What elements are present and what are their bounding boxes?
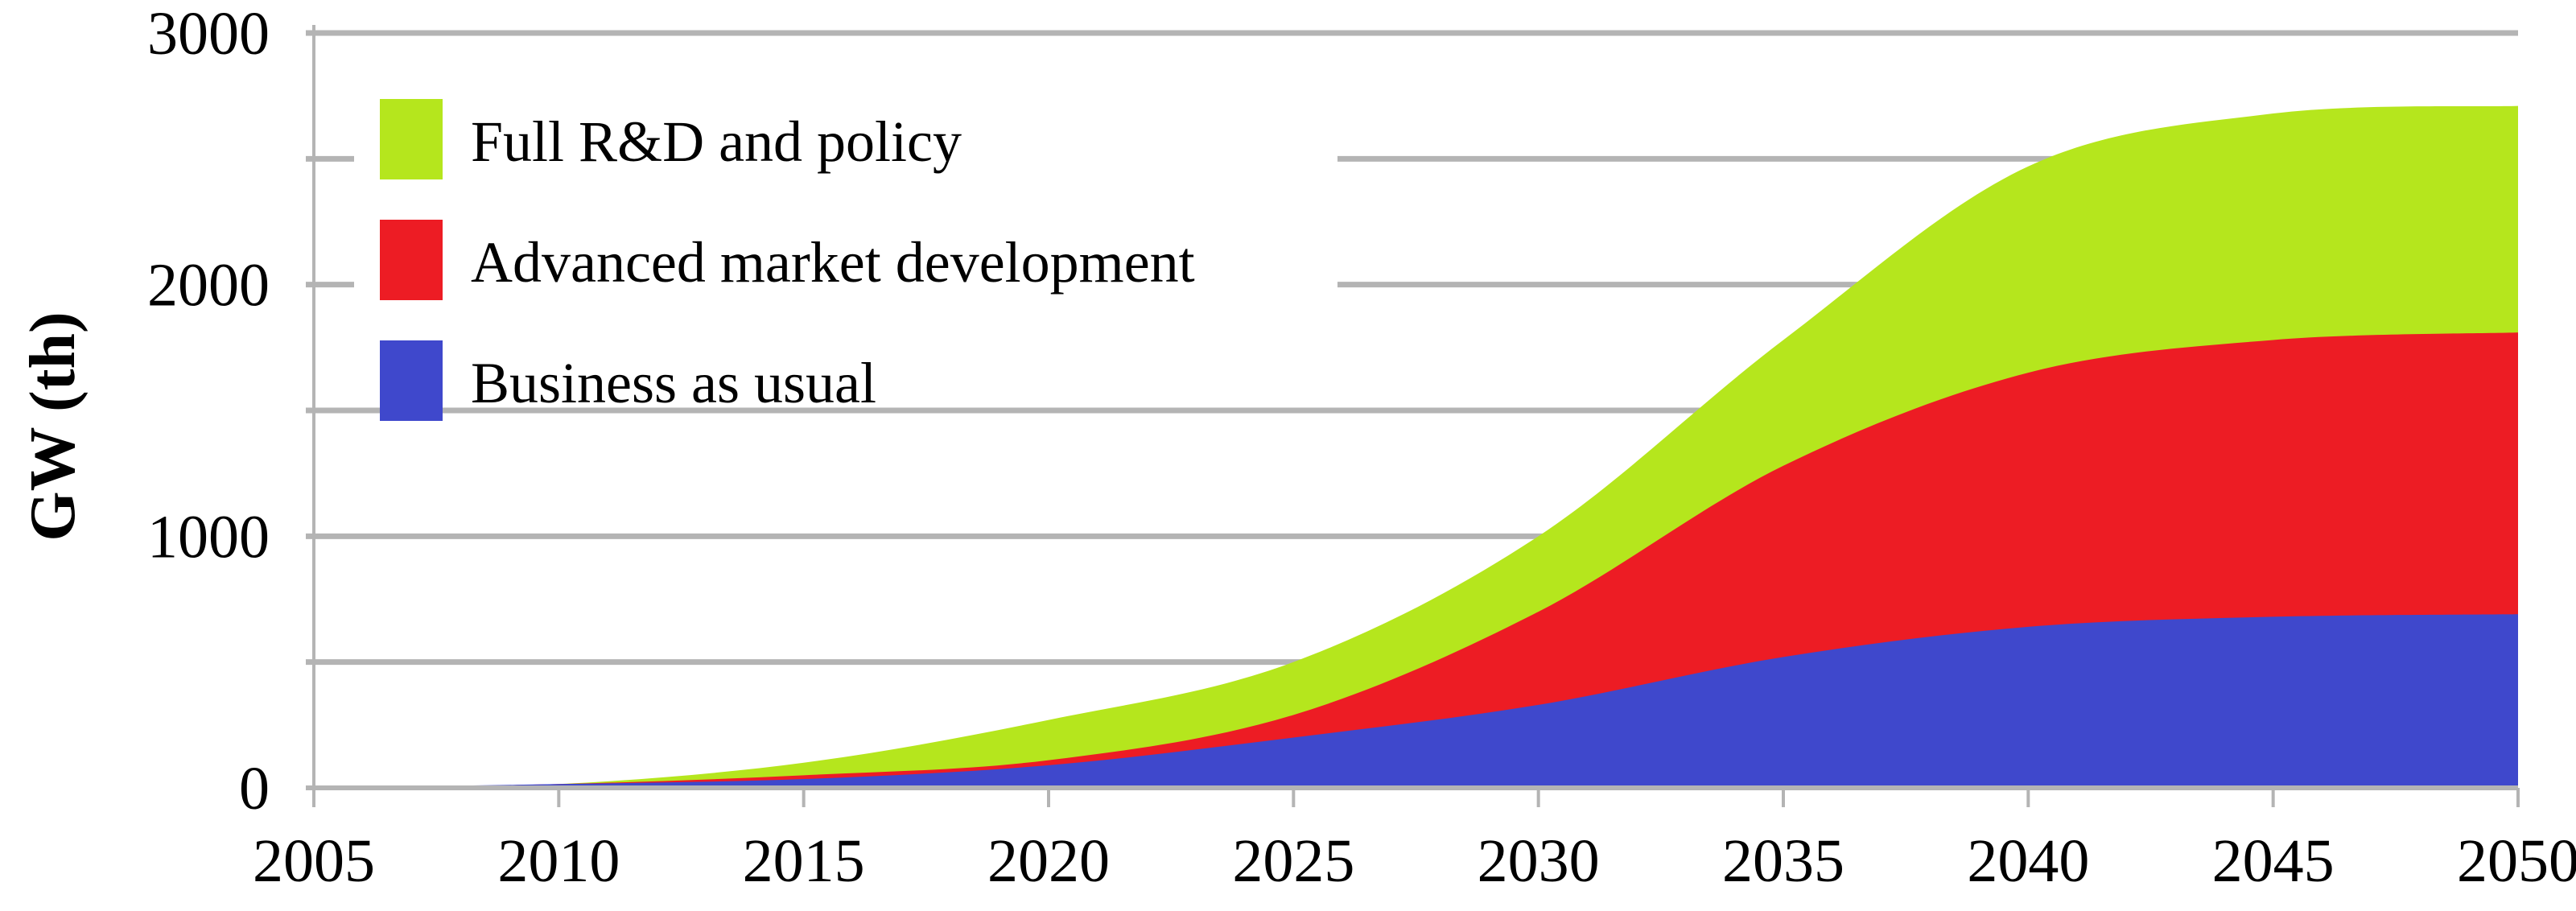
- x-tick-labels: 2005 2010 2015 2020 2025 2030 2035 2040 2045 2050: [253, 827, 2576, 895]
- legend-swatch: [380, 220, 443, 300]
- area-business-as-usual: [314, 614, 2518, 788]
- x-tick-label: 2030: [1478, 827, 1600, 895]
- x-tick-label: 2050: [2457, 827, 2576, 895]
- legend-swatch: [380, 99, 443, 179]
- y-tick-label: 0: [239, 755, 270, 822]
- y-tick-label: 3000: [147, 0, 270, 68]
- x-tick-label: 2025: [1232, 827, 1354, 895]
- y-axis-label: GW (th): [18, 311, 89, 541]
- axes: [306, 25, 2520, 807]
- y-tick-labels: 0 1000 2000 3000: [147, 0, 270, 822]
- x-tick-label: 2040: [1967, 827, 2089, 895]
- legend-background: [354, 80, 1337, 346]
- legend-label: Full R&D and policy: [471, 109, 962, 174]
- x-tick-label: 2020: [987, 827, 1110, 895]
- legend: Full R&D and policy Advanced market devel…: [354, 80, 1337, 421]
- y-tick-label: 1000: [147, 503, 270, 571]
- legend-label: Advanced market development: [471, 230, 1195, 295]
- x-tick-label: 2005: [253, 827, 375, 895]
- x-tick-label: 2045: [2212, 827, 2335, 895]
- x-tick-label: 2015: [743, 827, 865, 895]
- x-tick-label: 2035: [1722, 827, 1844, 895]
- area-series: [314, 105, 2518, 788]
- legend-swatch: [380, 340, 443, 421]
- x-tick-label: 2010: [497, 827, 620, 895]
- legend-label: Business as usual: [471, 351, 876, 415]
- y-tick-label: 2000: [147, 252, 270, 319]
